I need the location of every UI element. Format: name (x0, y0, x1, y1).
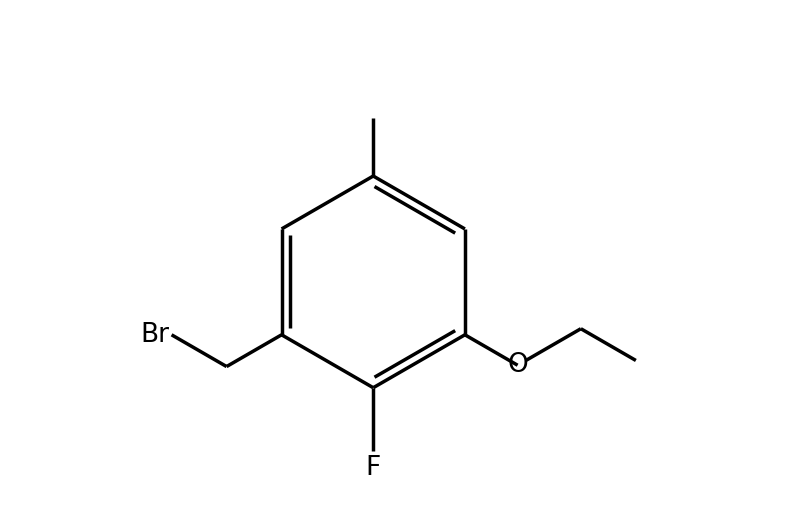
Text: Br: Br (140, 322, 169, 348)
Text: O: O (507, 352, 528, 378)
Text: F: F (365, 455, 381, 481)
